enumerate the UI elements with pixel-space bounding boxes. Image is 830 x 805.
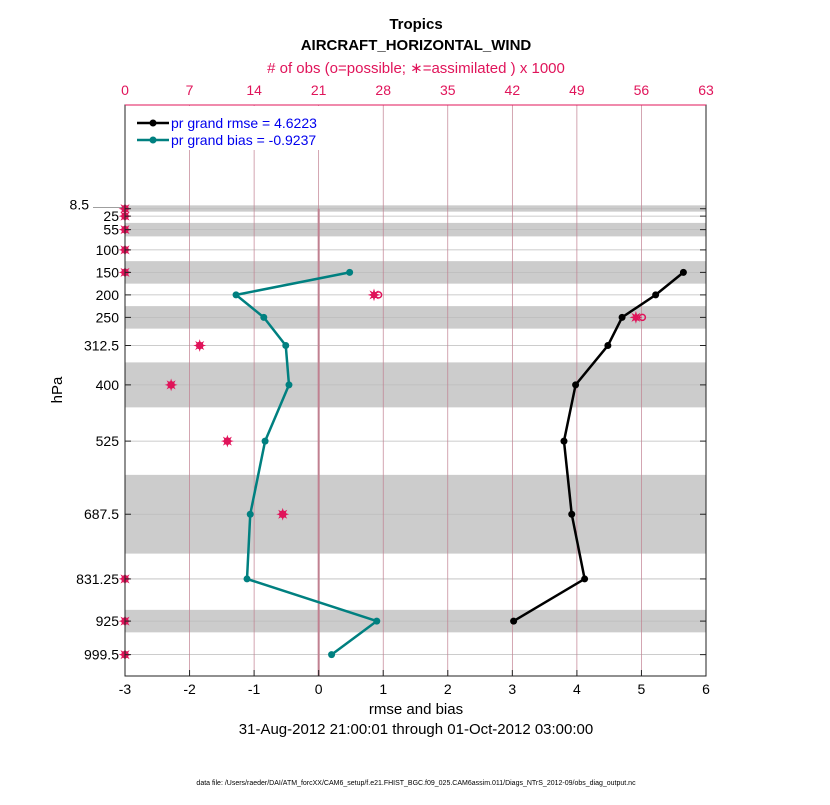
y-axis-label: hPa [49,376,66,403]
bias-point [246,510,254,518]
obs-assimilated-marker [193,339,207,352]
date-range: 31-Aug-2012 21:00:01 through 01-Oct-2012… [239,721,593,738]
x-tick-label: -1 [248,681,261,697]
x-axis-label: rmse and bias [369,701,463,718]
x-tick-label: 4 [573,681,581,697]
bias-point [328,651,336,659]
rmse-point [572,381,580,389]
rmse-point [604,342,612,350]
x-tick-label: -3 [119,681,132,697]
y-tick-label: 525 [96,433,120,449]
y-tick-label: 687.5 [84,506,119,522]
rmse-point [679,268,687,276]
x-tick-label: 1 [379,681,387,697]
y-tick-label: 150 [96,264,120,280]
x-tick-label: 0 [315,681,323,697]
y-tick-label: 400 [96,377,120,393]
y-tick-label: 200 [96,287,120,303]
x-tick-label: -2 [183,681,196,697]
rmse-point [652,291,660,299]
top-tick-label: 21 [311,82,327,98]
top-tick-label: 14 [246,82,262,98]
x-tick-label: 5 [638,681,646,697]
obs-assimilated-marker [220,434,234,448]
rmse-point [581,575,589,583]
y-tick-label: 8.5 [70,197,90,213]
y-tick-label: 999.5 [84,647,119,663]
obs-assimilated-marker [164,378,178,392]
legend-entry-rmse: pr grand rmse = 4.6223 [171,115,317,131]
bias-point [373,617,381,625]
y-tick-label: 312.5 [84,338,119,354]
obs-assimilated-marker [276,507,290,521]
bias-point [285,381,293,389]
top-tick-label: 56 [634,82,650,98]
bias-point [282,342,290,350]
legend-marker-rmse [149,119,157,127]
bias-point [243,575,251,583]
y-tick-label: 100 [96,242,120,258]
obs-assimilated-marker [629,310,643,324]
rmse-point [510,617,518,625]
y-tick-label: 25 [103,208,119,224]
bias-point [260,313,268,321]
bias-point [261,437,269,445]
top-tick-label: 63 [698,82,714,98]
x-tick-label: 3 [508,681,516,697]
rmse-point [618,313,626,321]
top-tick-label: 7 [186,82,194,98]
y-tick-label: 250 [96,309,120,325]
top-tick-label: 35 [440,82,456,98]
top-axis-label: # of obs (o=possible; ∗=assimilated ) x … [267,60,565,77]
top-tick-label: 28 [375,82,391,98]
bias-point [346,268,354,276]
data-file-footer: data file: /Users/raeder/DAI/ATM_forcXX/… [196,780,636,787]
x-tick-label: 6 [702,681,710,697]
y-tick-label: 55 [103,222,119,238]
legend-marker-bias [149,136,157,144]
bias-line [233,271,380,656]
chart-subtitle: AIRCRAFT_HORIZONTAL_WIND [301,37,532,54]
y-tick-label: 925 [96,613,120,629]
bias-point [232,291,240,299]
x-tick-label: 2 [444,681,452,697]
y-tick-label: 831.25 [76,571,119,587]
top-tick-label: 0 [121,82,129,98]
chart-title: Tropics [389,16,442,33]
legend-box [126,106,326,150]
top-tick-label: 49 [569,82,585,98]
legend-entry-bias: pr grand bias = -0.9237 [171,132,316,148]
rmse-point [560,437,568,445]
obs-assimilated-marker [367,288,381,302]
rmse-point [568,510,576,518]
top-tick-label: 42 [505,82,521,98]
